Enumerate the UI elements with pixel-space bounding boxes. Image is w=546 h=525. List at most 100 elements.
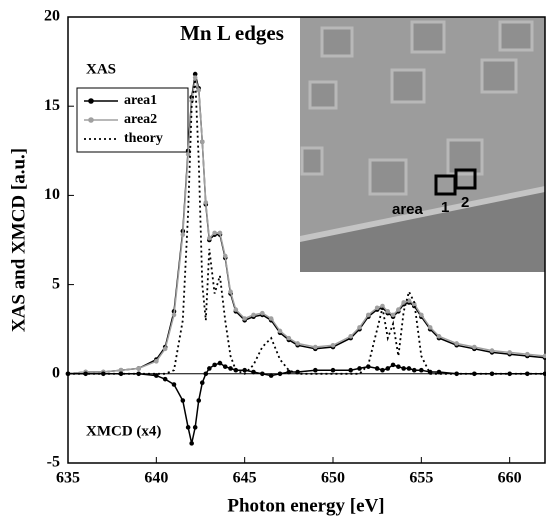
data-point [396, 364, 401, 369]
data-point [192, 75, 198, 80]
data-point [171, 312, 177, 318]
data-point [180, 398, 186, 403]
data-point [411, 301, 417, 307]
data-point [401, 300, 406, 305]
x-tick-label: 635 [56, 470, 80, 487]
data-point [374, 305, 380, 311]
data-point [366, 312, 371, 318]
data-point [357, 325, 362, 330]
data-point [222, 253, 228, 259]
series-line [68, 79, 545, 375]
data-point [251, 369, 256, 375]
data-point [207, 235, 212, 241]
data-point [380, 303, 385, 309]
series-label: XMCD (x4) [86, 423, 161, 439]
legend-marker [88, 117, 94, 123]
data-point [436, 369, 442, 375]
data-point [83, 371, 88, 377]
data-point [217, 360, 223, 366]
data-point [196, 398, 202, 403]
x-axis-label: Photon energy [eV] [227, 495, 384, 516]
legend-label: area2 [124, 112, 157, 127]
data-point [472, 371, 477, 377]
data-point [385, 366, 391, 371]
data-point [185, 152, 191, 157]
data-point [118, 371, 124, 377]
data-point [472, 344, 477, 350]
data-point [295, 369, 300, 375]
data-point [136, 371, 141, 377]
data-point [385, 309, 391, 314]
data-point [217, 230, 223, 236]
legend-label: theory [124, 131, 163, 146]
data-point [136, 366, 141, 371]
data-point [180, 232, 186, 237]
data-point [401, 366, 406, 371]
y-tick-label: 0 [52, 364, 60, 381]
data-point [154, 359, 159, 364]
y-tick-label: 5 [52, 275, 60, 292]
data-point [118, 367, 124, 373]
data-point [101, 371, 106, 377]
data-point [390, 312, 396, 318]
x-tick-label: 640 [144, 470, 168, 487]
inset-label: 1 [441, 199, 449, 216]
x-tick-label: 655 [409, 470, 433, 487]
data-point [542, 371, 546, 377]
data-point [162, 346, 168, 352]
y-tick-label: -5 [47, 454, 60, 471]
data-point [154, 373, 159, 378]
y-axis-label: XAS and XMCD [a.u.] [8, 148, 29, 332]
data-point [357, 366, 362, 371]
data-point [542, 353, 546, 359]
data-point [313, 367, 318, 373]
data-point [396, 307, 401, 312]
data-point [192, 71, 198, 77]
inset-label: 2 [461, 194, 469, 211]
data-point [436, 334, 442, 339]
data-point [454, 371, 459, 377]
data-point [406, 366, 412, 371]
data-point [330, 367, 336, 373]
data-point [348, 334, 353, 339]
data-point [203, 371, 209, 377]
chart-title: Mn L edges [180, 21, 284, 45]
legend-label: area1 [124, 93, 157, 108]
data-point [251, 312, 256, 318]
data-point [268, 316, 274, 321]
data-point [65, 371, 71, 377]
y-tick-label: 10 [44, 186, 60, 203]
data-point [192, 425, 198, 430]
data-point [228, 289, 233, 295]
data-point [222, 364, 228, 369]
data-point [330, 342, 336, 348]
data-point [260, 310, 265, 316]
data-point [162, 376, 168, 382]
y-tick-label: 20 [44, 8, 60, 25]
data-point [196, 87, 202, 93]
data-point [233, 307, 239, 312]
data-point [203, 200, 209, 205]
data-point [507, 371, 512, 377]
legend-title: XAS [86, 61, 116, 77]
legend-box [76, 87, 189, 153]
inset-label: area [392, 201, 424, 218]
data-point [185, 425, 191, 430]
data-point [212, 230, 217, 236]
data-point [286, 335, 292, 341]
data-point [233, 367, 239, 373]
data-point [489, 348, 495, 353]
data-point [525, 371, 530, 377]
data-point [212, 362, 217, 368]
data-point [268, 373, 274, 378]
data-point [374, 366, 380, 371]
data-point [380, 367, 385, 373]
x-tick-label: 660 [498, 470, 522, 487]
plot-frame [67, 16, 546, 464]
data-point [454, 341, 459, 346]
data-point [207, 366, 212, 371]
data-point [199, 139, 205, 145]
data-point [171, 382, 177, 387]
data-point [419, 367, 424, 373]
